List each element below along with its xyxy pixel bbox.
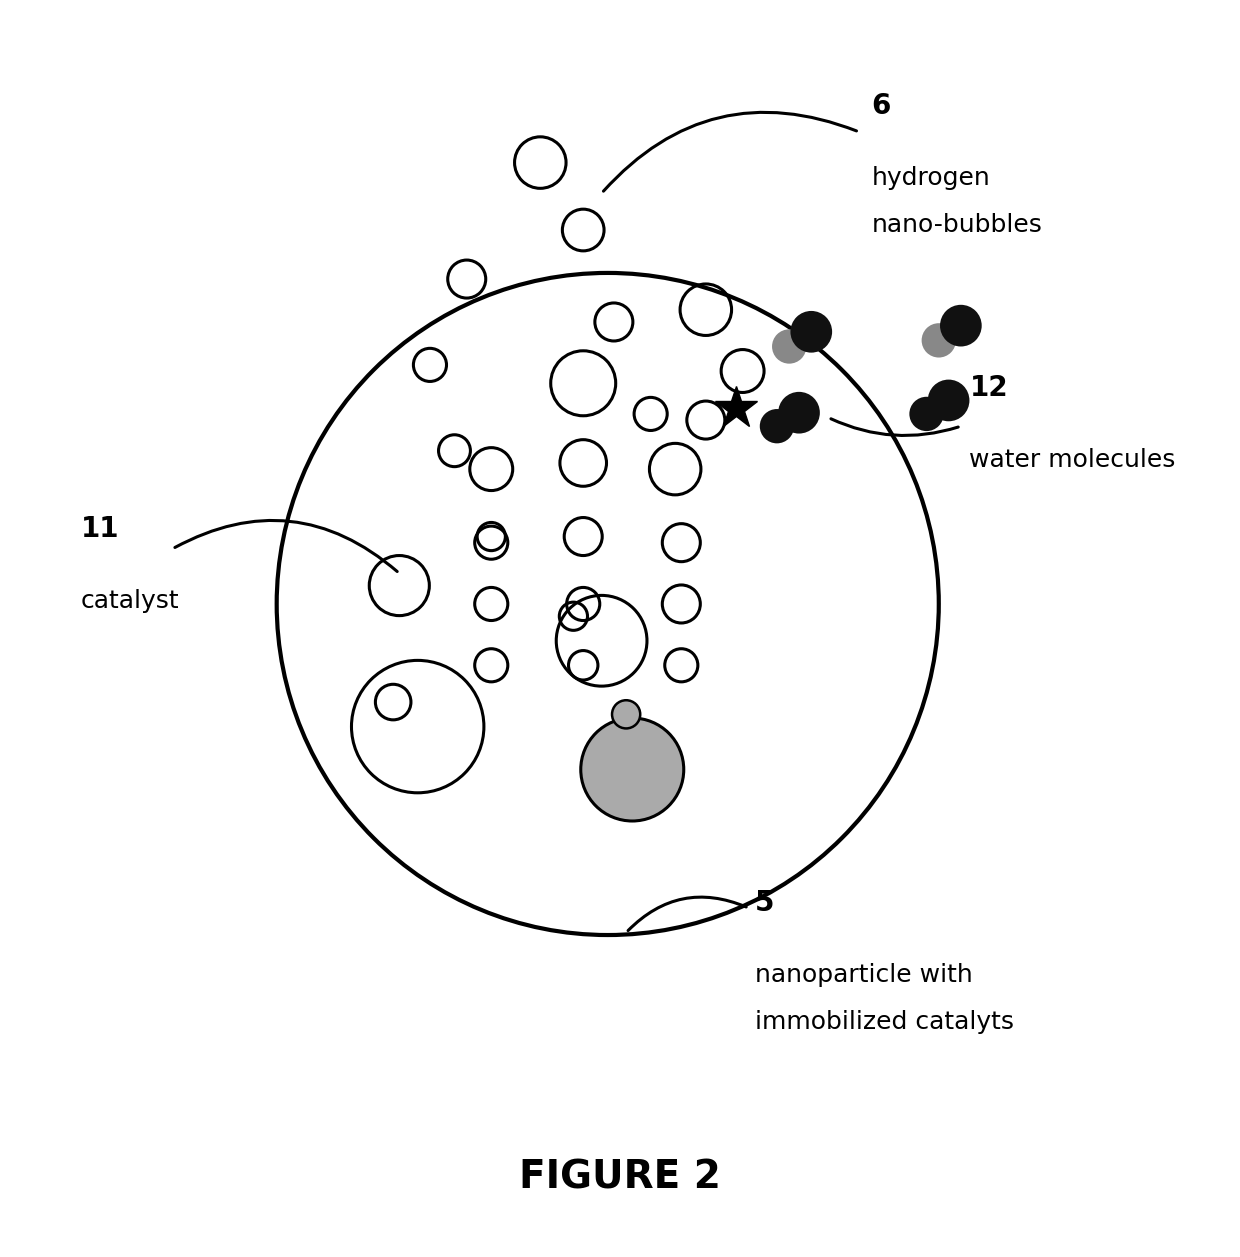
Text: 12: 12 — [970, 373, 1008, 402]
Text: 11: 11 — [81, 514, 119, 543]
Circle shape — [909, 397, 944, 431]
Text: hydrogen: hydrogen — [872, 166, 990, 190]
Circle shape — [790, 310, 832, 353]
Text: nano-bubbles: nano-bubbles — [872, 212, 1043, 236]
Circle shape — [613, 700, 640, 728]
Circle shape — [773, 329, 806, 363]
Text: 6: 6 — [872, 92, 890, 119]
Text: immobilized catalyts: immobilized catalyts — [755, 1009, 1014, 1033]
Circle shape — [921, 323, 956, 357]
Circle shape — [580, 718, 683, 821]
Text: FIGURE 2: FIGURE 2 — [520, 1159, 720, 1197]
Circle shape — [760, 409, 794, 444]
Text: nanoparticle with: nanoparticle with — [755, 963, 972, 987]
Circle shape — [928, 380, 970, 421]
Text: 5: 5 — [755, 889, 774, 916]
Circle shape — [779, 392, 820, 434]
Text: water molecules: water molecules — [970, 449, 1176, 473]
Circle shape — [940, 304, 982, 347]
Text: catalyst: catalyst — [81, 590, 179, 613]
